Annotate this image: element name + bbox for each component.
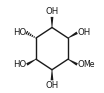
- Text: HO: HO: [13, 28, 26, 37]
- Text: HO: HO: [13, 60, 26, 69]
- Text: OH: OH: [45, 81, 59, 90]
- Text: OH: OH: [78, 28, 91, 37]
- Text: Me: Me: [83, 60, 94, 69]
- Text: OH: OH: [45, 7, 59, 16]
- Polygon shape: [68, 59, 78, 66]
- Polygon shape: [51, 70, 53, 80]
- Text: O: O: [78, 60, 84, 69]
- Polygon shape: [26, 59, 36, 66]
- Polygon shape: [51, 17, 53, 27]
- Polygon shape: [68, 32, 78, 38]
